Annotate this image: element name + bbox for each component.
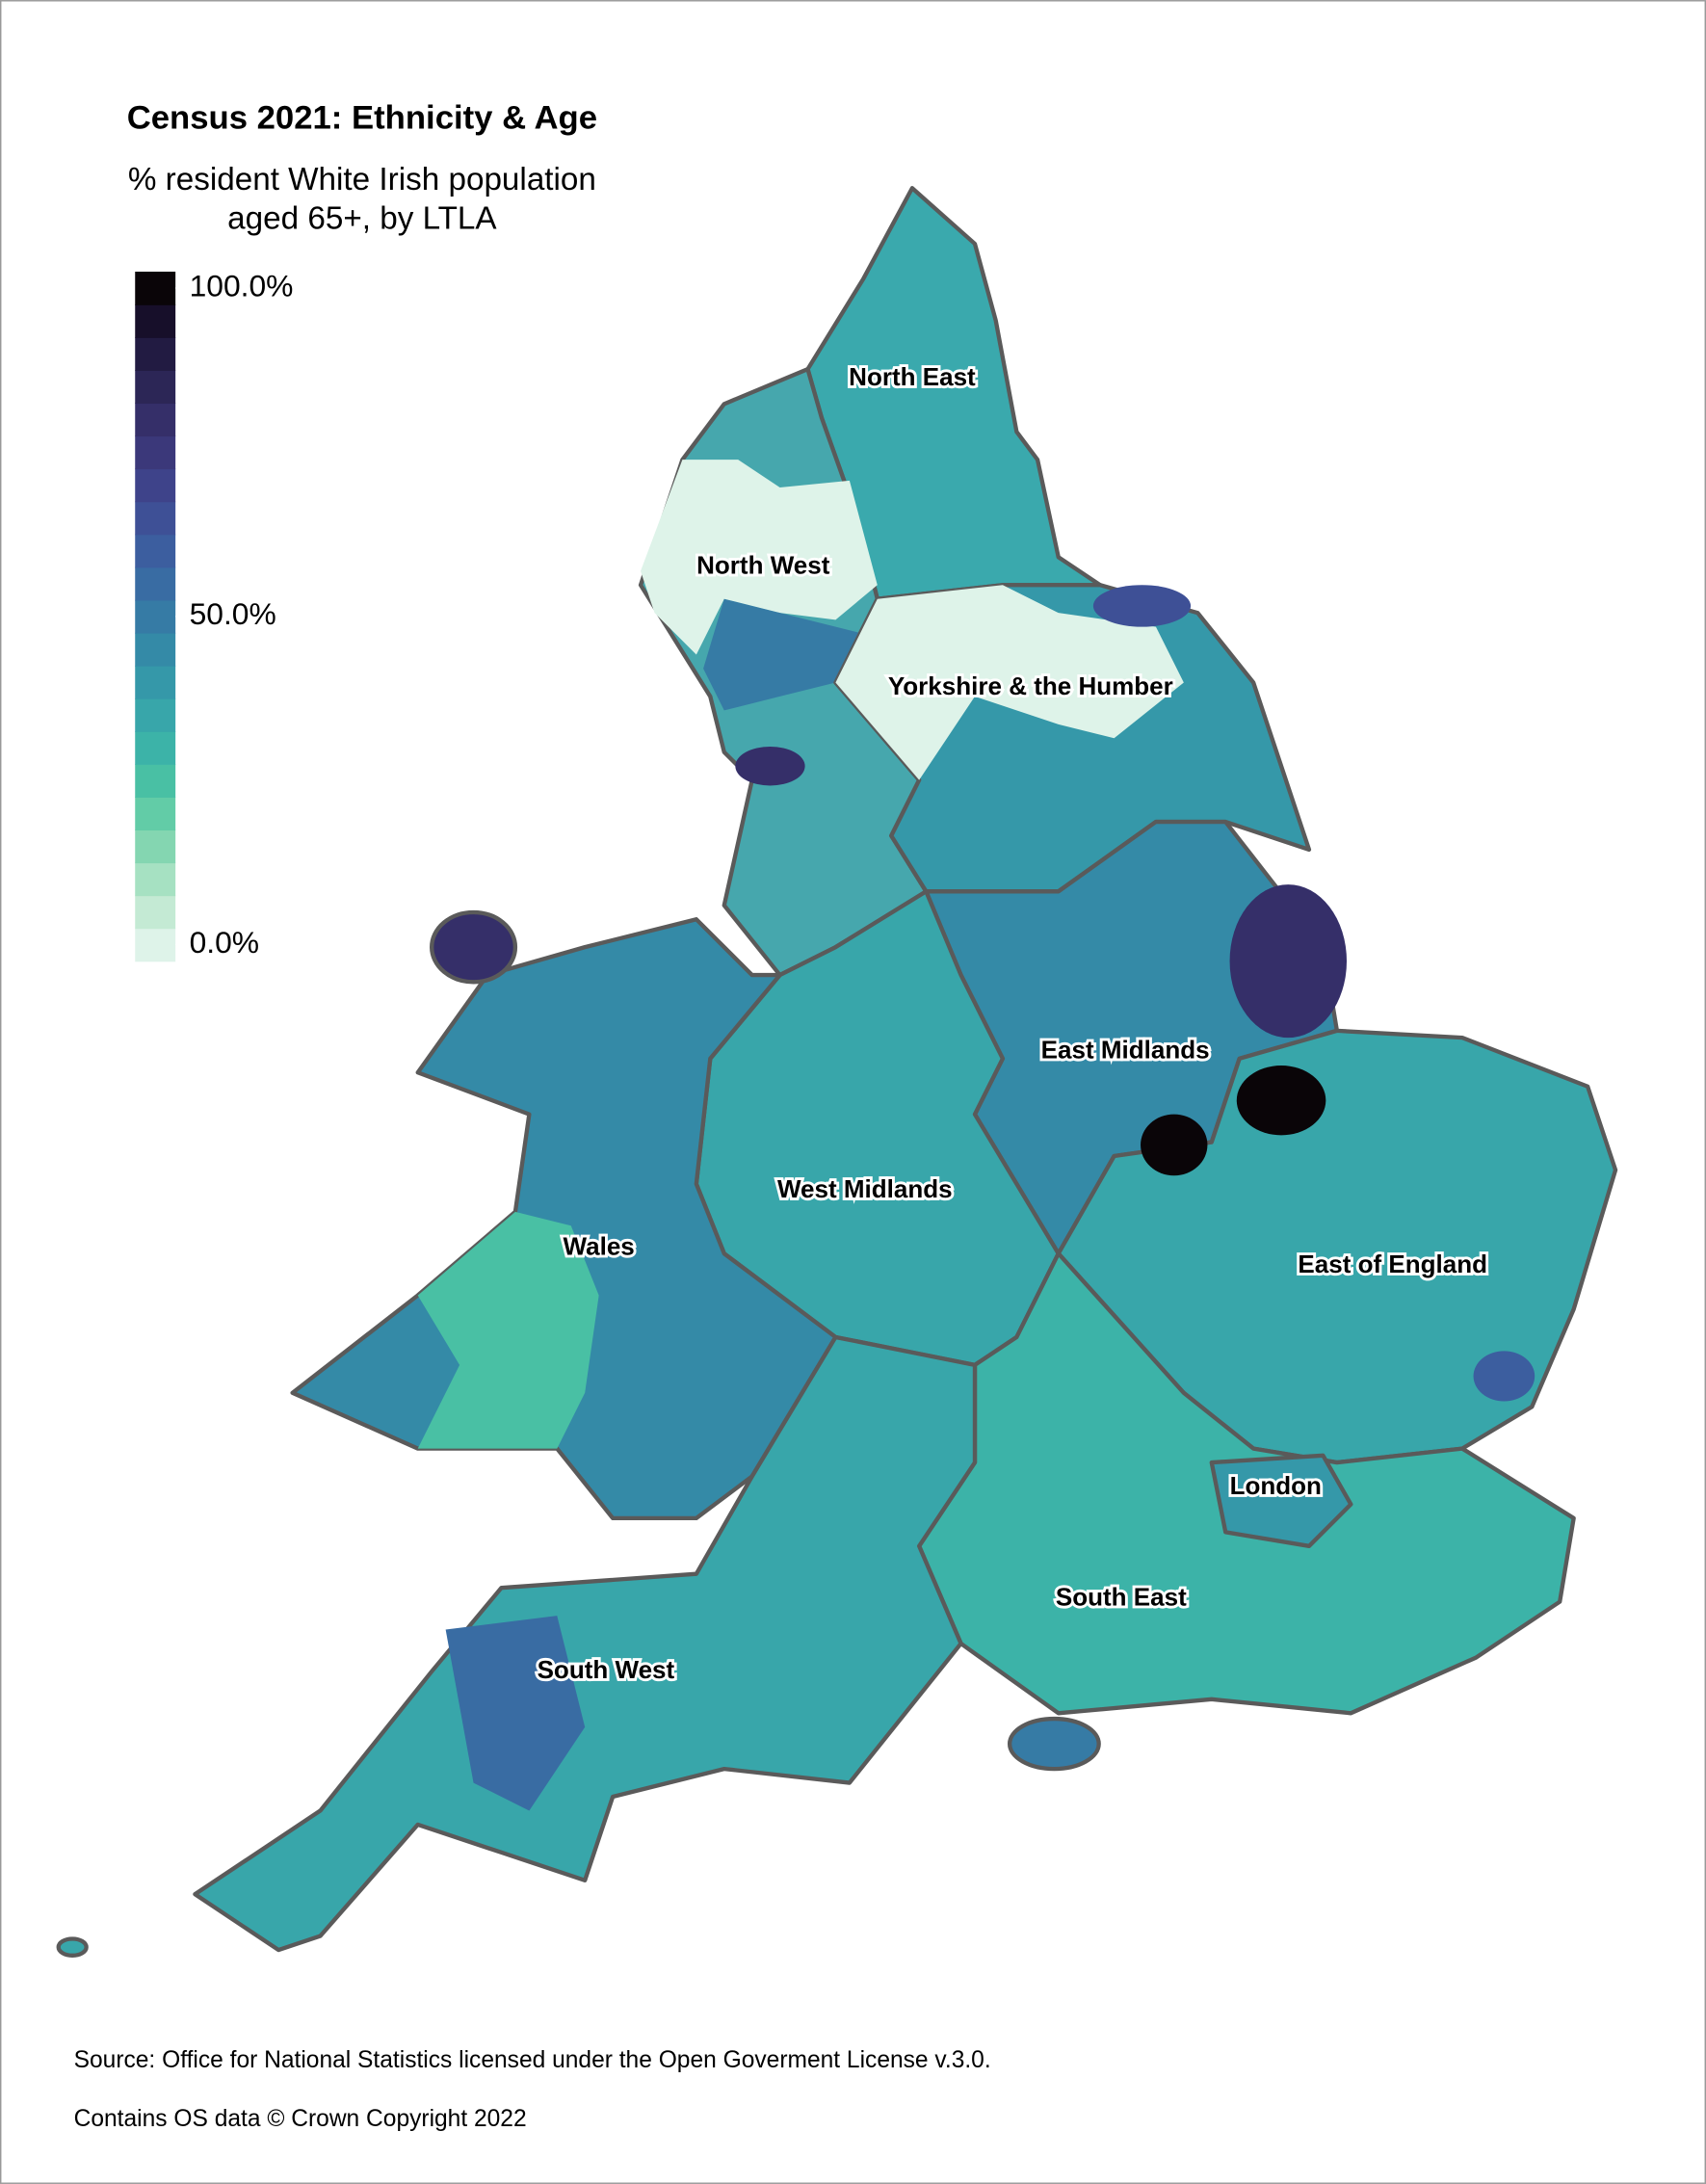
copyright-note: Contains OS data © Crown Copyright 2022: [74, 2106, 527, 2132]
legend-swatch: [135, 501, 176, 536]
island: [56, 1936, 89, 1959]
legend-swatch: [135, 697, 176, 732]
legend-tick-label: 100.0%: [190, 268, 294, 303]
region-label: London: [1230, 1471, 1322, 1500]
region-label: North West: [696, 550, 830, 579]
region-label: South West: [538, 1655, 675, 1684]
legend-swatch: [135, 895, 176, 930]
area-shape: [1229, 884, 1348, 1039]
legend-swatch: [135, 370, 176, 405]
title: Census 2021: Ethnicity & Age: [127, 100, 597, 137]
area-shape: [735, 746, 805, 786]
area-shape: [1236, 1066, 1326, 1136]
region-shape: [193, 1334, 978, 1953]
legend-swatch: [135, 271, 176, 305]
legend-swatch: [135, 337, 176, 371]
island: [1007, 1716, 1101, 1772]
legend-swatch: [135, 731, 176, 765]
region-label: Wales: [564, 1231, 635, 1260]
legend-swatch: [135, 829, 176, 864]
area-shape: [1092, 585, 1192, 627]
region-shape: [835, 585, 1184, 780]
legend-swatch: [135, 534, 176, 568]
legend-swatch: [135, 435, 176, 470]
legend: 0.0% 50.0% 100.0%: [135, 268, 294, 962]
region-label: North East: [849, 362, 976, 391]
region-label: Yorkshire & the Humber: [888, 671, 1173, 700]
legend-swatch: [135, 928, 176, 962]
legend-swatch: [135, 566, 176, 601]
region-label: South East: [1056, 1583, 1187, 1612]
legend-swatch: [135, 797, 176, 831]
legend-swatch: [135, 764, 176, 798]
region-shape: [703, 598, 864, 711]
region-shape: [641, 460, 878, 655]
subtitle: % resident White Irish population: [128, 162, 596, 197]
legend-tick-label: 50.0%: [190, 596, 276, 631]
legend-swatch: [135, 403, 176, 437]
region-shape: [1209, 1453, 1353, 1548]
legend-swatch: [135, 304, 176, 338]
legend-swatch: [135, 632, 176, 667]
area-shape: [1141, 1114, 1208, 1176]
source-note: Source: Office for National Statistics l…: [74, 2047, 991, 2073]
region-label: East Midlands: [1041, 1035, 1210, 1064]
region-label: West Midlands: [777, 1174, 953, 1203]
map: [56, 186, 1618, 1959]
region-shape: [445, 1616, 586, 1811]
region-shape: [417, 1211, 599, 1449]
legend-swatch: [135, 468, 176, 503]
area-shape: [1473, 1351, 1535, 1402]
legend-swatch: [135, 665, 176, 699]
region-label: East of England: [1298, 1250, 1487, 1278]
legend-tick-label: 0.0%: [190, 925, 259, 960]
region-shape: [290, 917, 838, 1521]
island: [430, 909, 518, 985]
legend-swatch: [135, 862, 176, 897]
legend-swatch: [135, 599, 176, 634]
subtitle: aged 65+, by LTLA: [227, 200, 497, 236]
region-labels: North East North West Yorkshire & the Humb…: [535, 359, 1490, 1686]
